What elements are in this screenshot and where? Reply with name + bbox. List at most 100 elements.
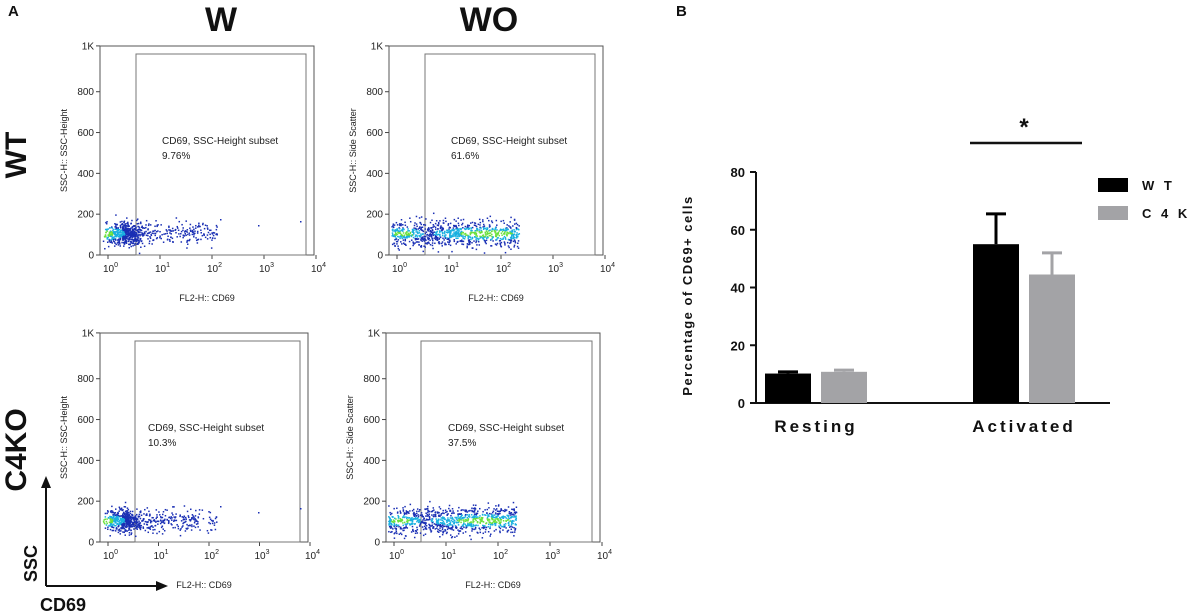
event-dot [409,217,411,219]
event-dot [497,504,500,506]
event-dot [475,233,478,236]
event-dot [208,229,211,232]
event-dot [482,235,485,238]
event-dot [423,235,425,238]
x-tick-label: 102 [207,262,222,275]
event-dot [436,524,439,527]
event-dot [393,522,396,525]
event-dot [475,514,478,517]
event-dot [467,224,469,226]
event-dot [127,231,129,234]
event-dot [469,521,471,524]
event-dot [471,516,473,519]
event-dot [445,220,447,223]
event-dot [139,234,141,237]
event-dot [404,221,406,224]
event-dot [410,518,413,521]
event-dot [449,534,452,536]
event-dot [103,521,105,524]
event-dot [409,510,411,512]
event-dot [115,517,117,519]
event-dot [491,235,493,238]
event-dot [515,511,518,514]
event-dot [403,513,406,516]
x-tick-label: 100 [103,262,118,275]
event-dot [390,523,393,526]
event-dot [511,515,513,518]
event-dot [115,231,118,233]
event-dot [129,516,132,518]
event-dot [104,228,107,231]
event-dot [447,237,450,240]
category-label-activated: Activated [972,417,1076,436]
event-dot [122,226,124,228]
event-dot [480,236,483,238]
event-dot [508,517,511,520]
event-dot [391,226,393,228]
event-dot [125,516,128,519]
event-dot [405,526,407,529]
event-dot [102,240,105,243]
event-dot [167,522,170,525]
event-dot [419,521,421,523]
event-dot [430,235,433,237]
event-dot [513,515,516,518]
event-dot [419,514,422,517]
event-dot [515,517,518,520]
event-dot [109,524,112,526]
event-dot [488,232,491,234]
event-dot [131,228,134,231]
event-dot [424,224,427,226]
event-dot [392,528,394,530]
event-dot [405,512,407,514]
event-dot [199,225,201,228]
event-dot [127,238,129,240]
event-dot [169,240,171,242]
event-dot [173,506,175,508]
event-dot [514,523,517,526]
event-dot [130,524,132,527]
event-dot [480,231,483,234]
event-dot [494,243,497,245]
event-dot [509,512,512,515]
event-dot [110,241,113,243]
event-dot [440,225,442,227]
event-dot [149,521,152,524]
event-dot [473,507,475,510]
event-dot [454,516,456,519]
event-dot [495,528,497,531]
event-dot [430,231,433,234]
event-dot [106,518,108,520]
y-tick-label: 800 [366,87,383,98]
event-dot [504,516,507,518]
event-dot [117,511,119,514]
event-dot [449,524,452,526]
event-dot [417,514,419,516]
event-dot [424,523,427,526]
event-dot [123,237,125,239]
event-dot [495,508,498,510]
event-dot [486,227,489,230]
event-dot [191,517,193,519]
event-dot [122,237,124,240]
event-dot [127,232,129,235]
event-dot [161,525,164,527]
event-dot [120,527,122,529]
event-dot [155,521,157,523]
event-dot [143,513,145,515]
event-dot [431,242,434,244]
event-dot [455,521,458,524]
event-dot [206,225,208,227]
event-dot [123,525,125,527]
event-dot [116,230,118,232]
event-dot [156,520,158,523]
y-tick-label: 1K [82,328,95,339]
y-tick-label: 800 [77,374,94,385]
event-dot [412,529,414,531]
event-dot [166,519,168,521]
event-dot [460,515,462,518]
event-dot [109,230,112,232]
event-dot [396,524,399,527]
event-dot [462,235,464,237]
event-dot [507,529,510,532]
